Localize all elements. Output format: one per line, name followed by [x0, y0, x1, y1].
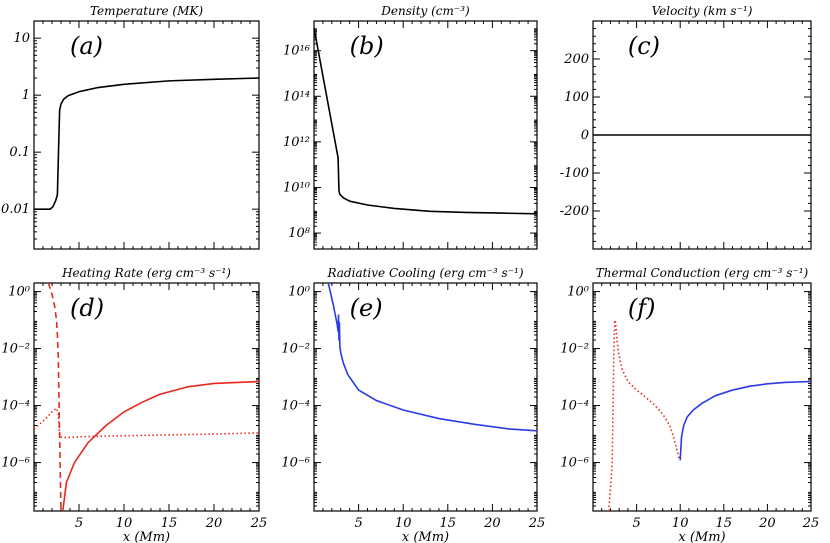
panel-f-ytick-label: 10⁻⁴ [560, 399, 589, 414]
panel-b-frame [313, 20, 538, 250]
panel-d-xtick-label: 5 [75, 516, 83, 531]
panel-c-ytick-label: 100 [564, 90, 589, 105]
panel-e-xtick-label: 25 [528, 516, 546, 531]
panel-f-annotation: (f) [628, 294, 656, 322]
panel-d-series-dotted [34, 407, 259, 439]
panel-c-ytick-label: 0 [581, 128, 589, 143]
panel-a-ytick-label: 1 [22, 88, 30, 103]
panel-d-xtick-label: 20 [205, 516, 223, 531]
panel-d-xtick-label: 25 [250, 516, 268, 531]
panel-e-xtick-label: 10 [395, 516, 412, 531]
panel-e-xtick-label: 15 [440, 516, 457, 531]
panel-e-ytick-label: 10⁻² [281, 342, 310, 357]
panel-e-series-radiative [327, 283, 537, 432]
panel-d-ytick-label: 10⁰ [8, 285, 31, 300]
panel-b-series-density [314, 27, 537, 215]
panel-a-ytick-label: 0.1 [9, 145, 30, 160]
panel-e-xtick-label: 20 [483, 516, 501, 531]
panel-c-ytick-label: -100 [560, 166, 589, 181]
panel-f-xtick-label: 10 [672, 516, 689, 531]
panel-a-title: Temperature (MK) [90, 4, 203, 18]
panel-b-ytick-label: 10¹⁴ [283, 89, 310, 104]
panel-c-annotation: (c) [628, 32, 660, 60]
panel-f-xtick-label: 20 [758, 516, 776, 531]
panel-d-annotation: (d) [70, 294, 104, 322]
panel-c-ytick-label: -200 [560, 204, 589, 219]
panel-a-series-temperature [34, 77, 259, 210]
panel-e-title: Radiative Cooling (erg cm⁻³ s⁻¹) [326, 266, 523, 280]
panel-d-ytick-label: 10⁻⁴ [1, 399, 30, 414]
panel-c-title: Velocity (km s⁻¹) [652, 4, 753, 18]
panel-c-ytick-label: 200 [563, 52, 589, 67]
panel-a-frame [33, 20, 260, 250]
panel-f-ytick-label: 10⁻⁶ [560, 456, 589, 471]
panel-d-ytick-label: 10⁻² [1, 342, 30, 357]
panel-d-series-solid [62, 380, 259, 511]
panel-f-series-solid [679, 380, 811, 461]
panel-b-ytick-label: 10¹⁶ [283, 44, 310, 59]
panel-d-title: Heating Rate (erg cm⁻³ s⁻¹) [61, 266, 231, 280]
panel-d-xtick-label: 15 [161, 516, 178, 531]
panel-f-xlabel: x (Mm) [678, 530, 725, 543]
panel-e-ytick-label: 10⁻⁴ [281, 399, 310, 414]
panel-d-xlabel: x (Mm) [123, 530, 170, 543]
panel-f-frame [592, 282, 812, 512]
panel-e-xlabel: x (Mm) [402, 530, 449, 543]
panel-e-ytick-label: 10⁻⁶ [281, 456, 310, 471]
panel-b-annotation: (b) [350, 32, 384, 60]
panel-f-xtick-label: 15 [716, 516, 733, 531]
panel-b-ytick-label: 10⁸ [288, 226, 311, 241]
panel-f-title: Thermal Conduction (erg cm⁻³ s⁻¹) [596, 266, 809, 280]
panel-a-ytick-label: 0.01 [1, 202, 30, 217]
panel-f-xtick-label: 5 [632, 516, 640, 531]
panel-a-annotation: (a) [70, 32, 103, 60]
panel-e-frame [313, 282, 538, 512]
panel-f-xtick-label: 25 [802, 516, 820, 531]
panel-f-ytick-label: 10⁻² [560, 342, 589, 357]
panel-b-ytick-label: 10¹² [283, 135, 310, 150]
panel-e-annotation: (e) [350, 294, 383, 322]
panel-e-ytick-label: 10⁰ [288, 285, 311, 300]
panel-e-xtick-label: 5 [354, 516, 362, 531]
panel-d-ytick-label: 10⁻⁶ [1, 456, 30, 471]
panel-b-title: Density (cm⁻³) [380, 4, 470, 18]
panel-d-series-dashed [47, 283, 62, 511]
panel-b-ytick-label: 10¹⁰ [283, 180, 311, 195]
panel-f-ytick-label: 10⁰ [567, 285, 590, 300]
panel-f-series-dotted [607, 319, 681, 511]
panel-d-frame [33, 282, 260, 512]
panel-d-xtick-label: 10 [116, 516, 133, 531]
panel-a-ytick-label: 10 [13, 31, 30, 46]
